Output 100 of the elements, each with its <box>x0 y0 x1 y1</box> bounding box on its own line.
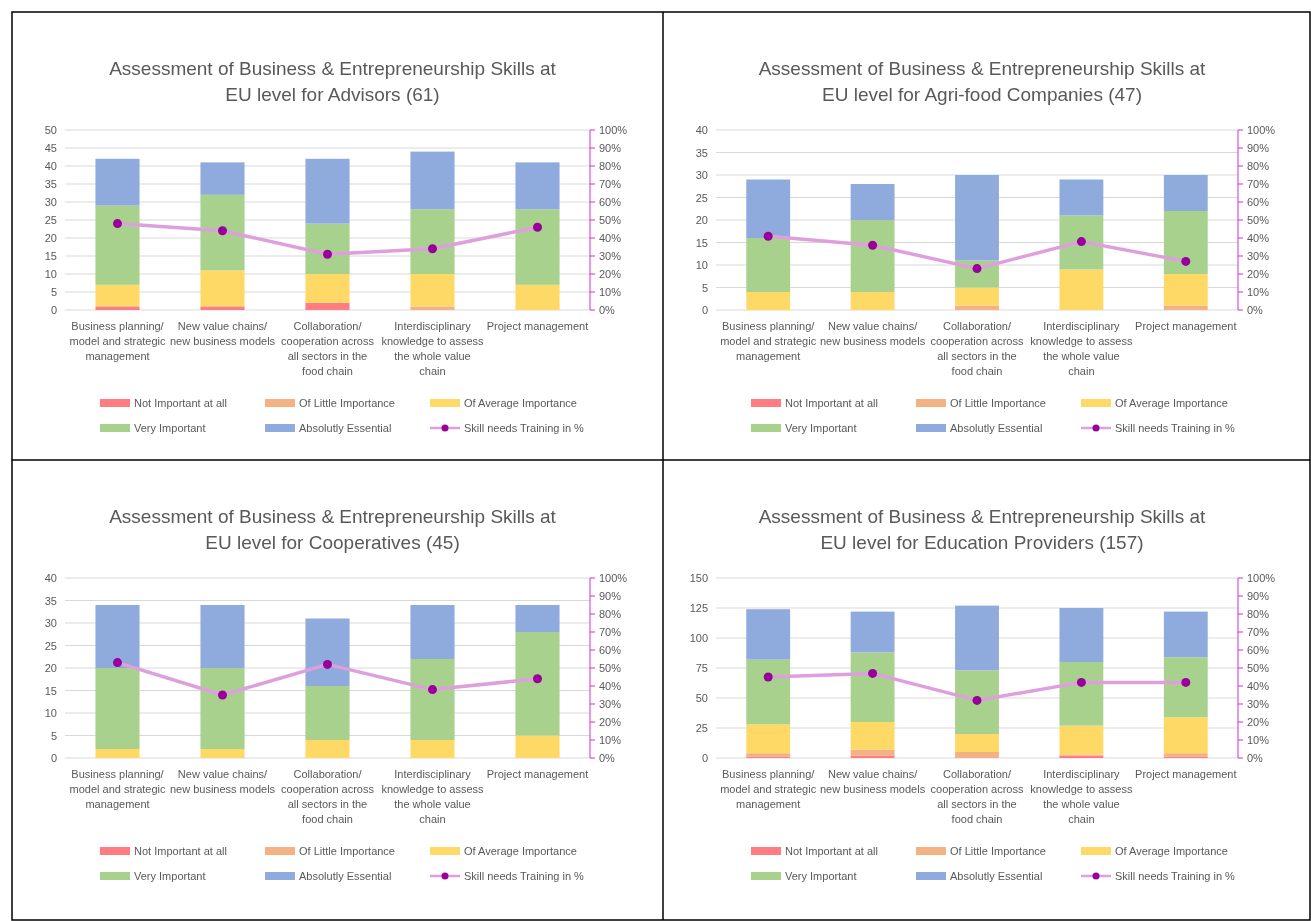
y2-tick-label: 100% <box>1247 124 1276 136</box>
bar <box>305 302 350 310</box>
legend-label: Of Average Importance <box>1115 397 1228 409</box>
y-tick-label: 20 <box>695 214 708 226</box>
bar <box>1163 611 1208 658</box>
bar <box>746 659 791 725</box>
bar <box>850 722 895 750</box>
bar <box>305 686 350 740</box>
y-tick-label: 150 <box>689 572 708 584</box>
y2-tick-label: 40% <box>599 232 622 244</box>
bar <box>200 162 245 195</box>
x-tick-label: Business planning/ model and strategic management <box>69 768 166 810</box>
y2-tick-label: 50% <box>1247 214 1270 226</box>
x-tick-label: Business planning/ model and strategic management <box>69 320 166 362</box>
y-tick-label: 50 <box>695 692 708 704</box>
y-tick-label: 15 <box>695 236 708 249</box>
bar <box>850 184 895 220</box>
y2-tick-label: 50% <box>599 662 622 674</box>
legend-label: Absolutly Essential <box>299 870 392 882</box>
bar <box>1163 657 1208 718</box>
y2-tick-label: 80% <box>599 608 622 620</box>
bar <box>305 158 350 224</box>
x-tick-label: Interdisciplinary knowledge to assess the whole value chain <box>1030 320 1133 377</box>
bar <box>305 223 350 274</box>
bar <box>515 605 560 632</box>
bar <box>95 749 140 758</box>
y-tick-label: 10 <box>44 707 57 719</box>
chart-title: Assessment of Business & Entrepreneurship Skills at EU level for Cooperatives (45) <box>109 506 557 553</box>
legend-label: Very Important <box>785 422 857 434</box>
x-tick-label: New value chains/ new business models <box>820 768 926 795</box>
x-tick-label: Project management <box>486 320 589 332</box>
bar <box>410 274 455 307</box>
bar <box>1163 274 1208 306</box>
y2-tick-label: 20% <box>1247 716 1270 728</box>
y2-tick-label: 50% <box>599 214 622 226</box>
y2-tick-label: 70% <box>599 626 622 638</box>
legend-label: Skill needs Training in % <box>1115 870 1236 882</box>
legend-label: Of Little Importance <box>299 397 395 409</box>
bar <box>410 151 455 210</box>
bar <box>515 162 560 210</box>
bar <box>1163 717 1208 754</box>
bar <box>746 609 791 660</box>
y2-tick-label: 90% <box>599 142 622 154</box>
y2-tick-label: 10% <box>599 286 622 298</box>
chart-title: Assessment of Business & Entrepreneurship Skills at EU level for Education Providers (157) <box>758 506 1207 553</box>
x-tick-label: New value chains/ new business models <box>169 768 276 795</box>
x-tick-label: Project management <box>1135 320 1237 332</box>
y-tick-label: 25 <box>695 191 708 204</box>
legend-label: Absolutly Essential <box>299 422 392 434</box>
y2-tick-label: 30% <box>599 250 622 262</box>
bar <box>955 752 999 758</box>
bar <box>410 740 455 758</box>
y2-tick-label: 40% <box>1247 232 1270 244</box>
y-tick-label: 25 <box>44 214 57 226</box>
y2-tick-label: 10% <box>1247 286 1270 298</box>
y-tick-label: 40 <box>44 160 57 172</box>
bar <box>1059 662 1104 726</box>
bar <box>955 605 999 671</box>
y2-tick-label: 90% <box>1247 142 1270 154</box>
x-tick-label: Interdisciplinary knowledge to assess the whole value chain <box>1030 768 1133 825</box>
legend-label: Skill needs Training in % <box>464 870 585 882</box>
y-tick-label: 40 <box>695 124 708 136</box>
y-tick-label: 50 <box>44 124 57 136</box>
y2-tick-label: 10% <box>1247 734 1270 746</box>
bar <box>955 175 999 261</box>
y-tick-label: 10 <box>695 259 708 271</box>
y2-tick-label: 60% <box>599 196 622 208</box>
y-tick-label: 75 <box>695 662 708 674</box>
bar <box>850 749 895 756</box>
y2-tick-label: 0% <box>1247 304 1264 316</box>
y-tick-label: 0 <box>701 304 708 316</box>
bar <box>515 632 560 736</box>
bar <box>1163 211 1208 274</box>
bar <box>1059 215 1104 270</box>
y2-tick-label: 10% <box>599 734 622 746</box>
y-tick-label: 35 <box>44 594 57 607</box>
y-tick-label: 0 <box>50 304 57 316</box>
y-tick-label: 125 <box>689 602 708 614</box>
y-tick-label: 20 <box>44 662 57 674</box>
y2-tick-label: 70% <box>1247 178 1270 190</box>
bar <box>955 670 999 734</box>
y2-tick-label: 80% <box>599 160 622 172</box>
bar <box>515 735 560 758</box>
y2-tick-label: 60% <box>1247 196 1270 208</box>
legend-label: Skill needs Training in % <box>1115 422 1236 434</box>
bar <box>746 724 791 754</box>
y2-tick-label: 90% <box>1247 590 1270 602</box>
y2-tick-label: 40% <box>1247 680 1270 692</box>
bar <box>200 270 245 307</box>
bar <box>1059 608 1104 662</box>
y-tick-label: 25 <box>44 639 57 652</box>
bar <box>1059 179 1104 216</box>
legend-label: Of Little Importance <box>950 845 1046 857</box>
y-tick-label: 10 <box>44 268 57 280</box>
y-tick-label: 45 <box>44 142 57 154</box>
bar <box>1059 725 1104 755</box>
bar <box>850 611 895 653</box>
y2-tick-label: 90% <box>599 590 622 602</box>
legend-label: Very Important <box>134 422 206 434</box>
y2-tick-label: 0% <box>1247 752 1264 764</box>
